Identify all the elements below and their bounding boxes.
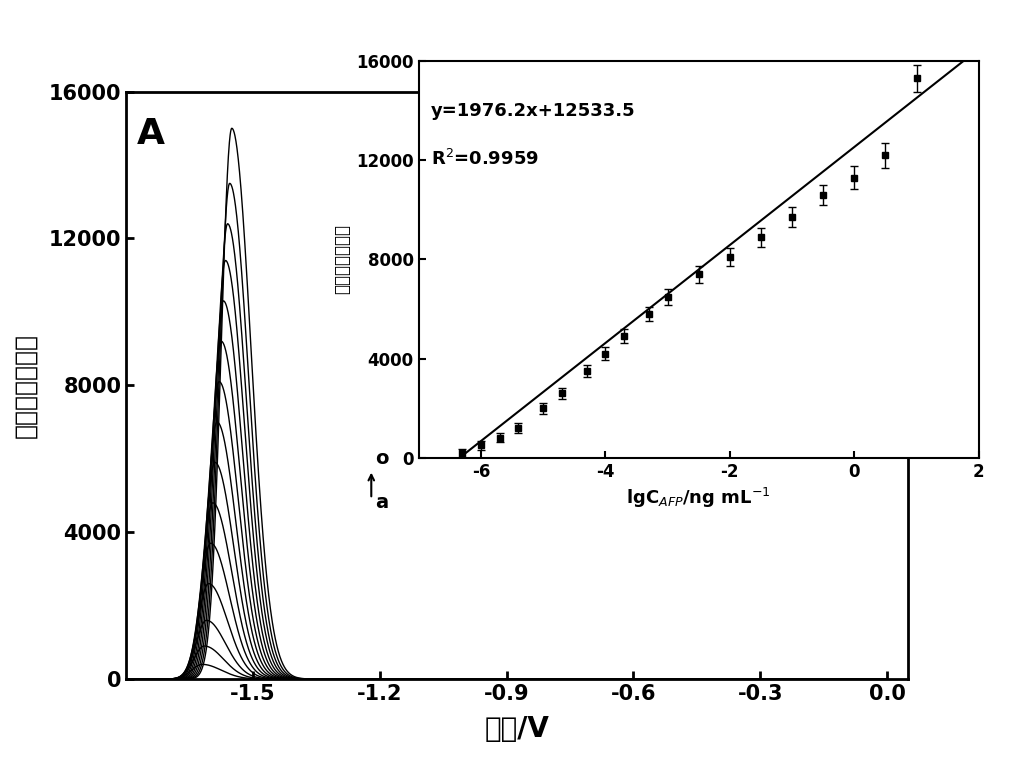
Text: R$^{2}$=0.9959: R$^{2}$=0.9959 xyxy=(431,149,539,169)
Y-axis label: 电化学发光强度: 电化学发光强度 xyxy=(14,333,37,438)
Text: a: a xyxy=(375,494,388,512)
X-axis label: lgC$_{AFP}$/ng mL$^{-1}$: lgC$_{AFP}$/ng mL$^{-1}$ xyxy=(627,486,771,510)
Y-axis label: 电化学发光强度: 电化学发光强度 xyxy=(333,224,351,295)
Text: y=1976.2x+12533.5: y=1976.2x+12533.5 xyxy=(431,101,636,120)
Text: A: A xyxy=(136,118,164,151)
X-axis label: 电位/V: 电位/V xyxy=(484,715,550,743)
Text: o: o xyxy=(375,449,389,468)
